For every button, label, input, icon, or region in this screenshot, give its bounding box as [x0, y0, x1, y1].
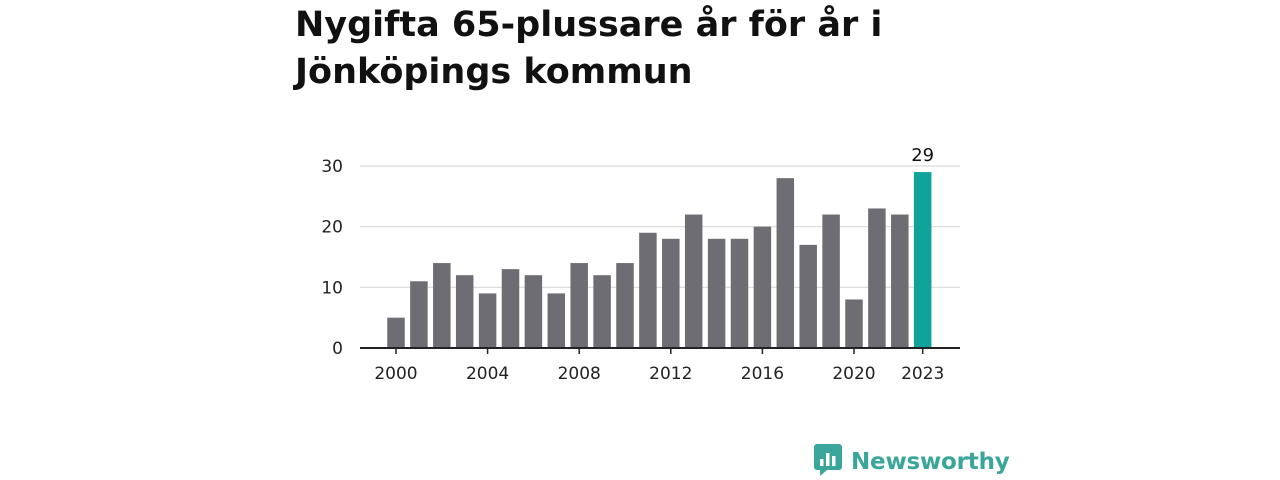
- x-axis-ticks: 2000 2004 2008 2012 2016 2020 2023: [374, 348, 944, 384]
- x-tick-label: 2012: [649, 364, 692, 384]
- bar-2006: [524, 275, 543, 348]
- bar-2012: [662, 238, 680, 348]
- chart-title: Nygifta 65-plussare år för år i Jönköpin…: [295, 5, 883, 92]
- bar-2003: [455, 275, 474, 348]
- bar-2022: [891, 214, 909, 348]
- bar-2011: [639, 232, 657, 348]
- bar-2007: [547, 293, 566, 348]
- data-label-2023: 29: [911, 145, 934, 166]
- bar-2002: [433, 263, 451, 348]
- x-tick-label: 2023: [901, 364, 944, 384]
- brand-name: Newsworthy: [851, 449, 1010, 475]
- y-tick-label: 10: [321, 278, 343, 298]
- bar-2008: [570, 263, 588, 348]
- bar-2010: [616, 263, 634, 348]
- y-tick-label: 30: [321, 157, 343, 177]
- x-tick-label: 2000: [374, 364, 417, 384]
- x-tick-label: 2008: [558, 364, 601, 384]
- bar-2004: [478, 293, 497, 348]
- y-axis-ticks: 0 10 20 30: [321, 157, 343, 359]
- bar-2015: [730, 238, 749, 348]
- bar-2014: [707, 238, 726, 348]
- bar-2018: [799, 244, 817, 348]
- y-tick-label: 0: [332, 339, 343, 359]
- bar-2000: [387, 317, 405, 348]
- x-tick-label: 2020: [832, 364, 875, 384]
- bars: [387, 172, 932, 348]
- bar-2020: [845, 299, 863, 348]
- brand-logo: Newsworthy: [814, 444, 1010, 480]
- bar-2001: [410, 281, 428, 348]
- bar-2023: [913, 172, 932, 348]
- x-tick-label: 2016: [741, 364, 784, 384]
- bar-2005: [501, 269, 520, 348]
- bar-2019: [822, 214, 840, 348]
- data-labels: 29: [911, 145, 934, 166]
- bar-2021: [868, 208, 886, 348]
- bar-2016: [753, 226, 772, 348]
- y-tick-label: 20: [321, 218, 343, 238]
- x-tick-label: 2004: [466, 364, 509, 384]
- bar-2017: [776, 178, 795, 348]
- bar-2013: [684, 214, 703, 348]
- newsworthy-logo-icon: [814, 444, 842, 480]
- bar-2009: [593, 275, 611, 348]
